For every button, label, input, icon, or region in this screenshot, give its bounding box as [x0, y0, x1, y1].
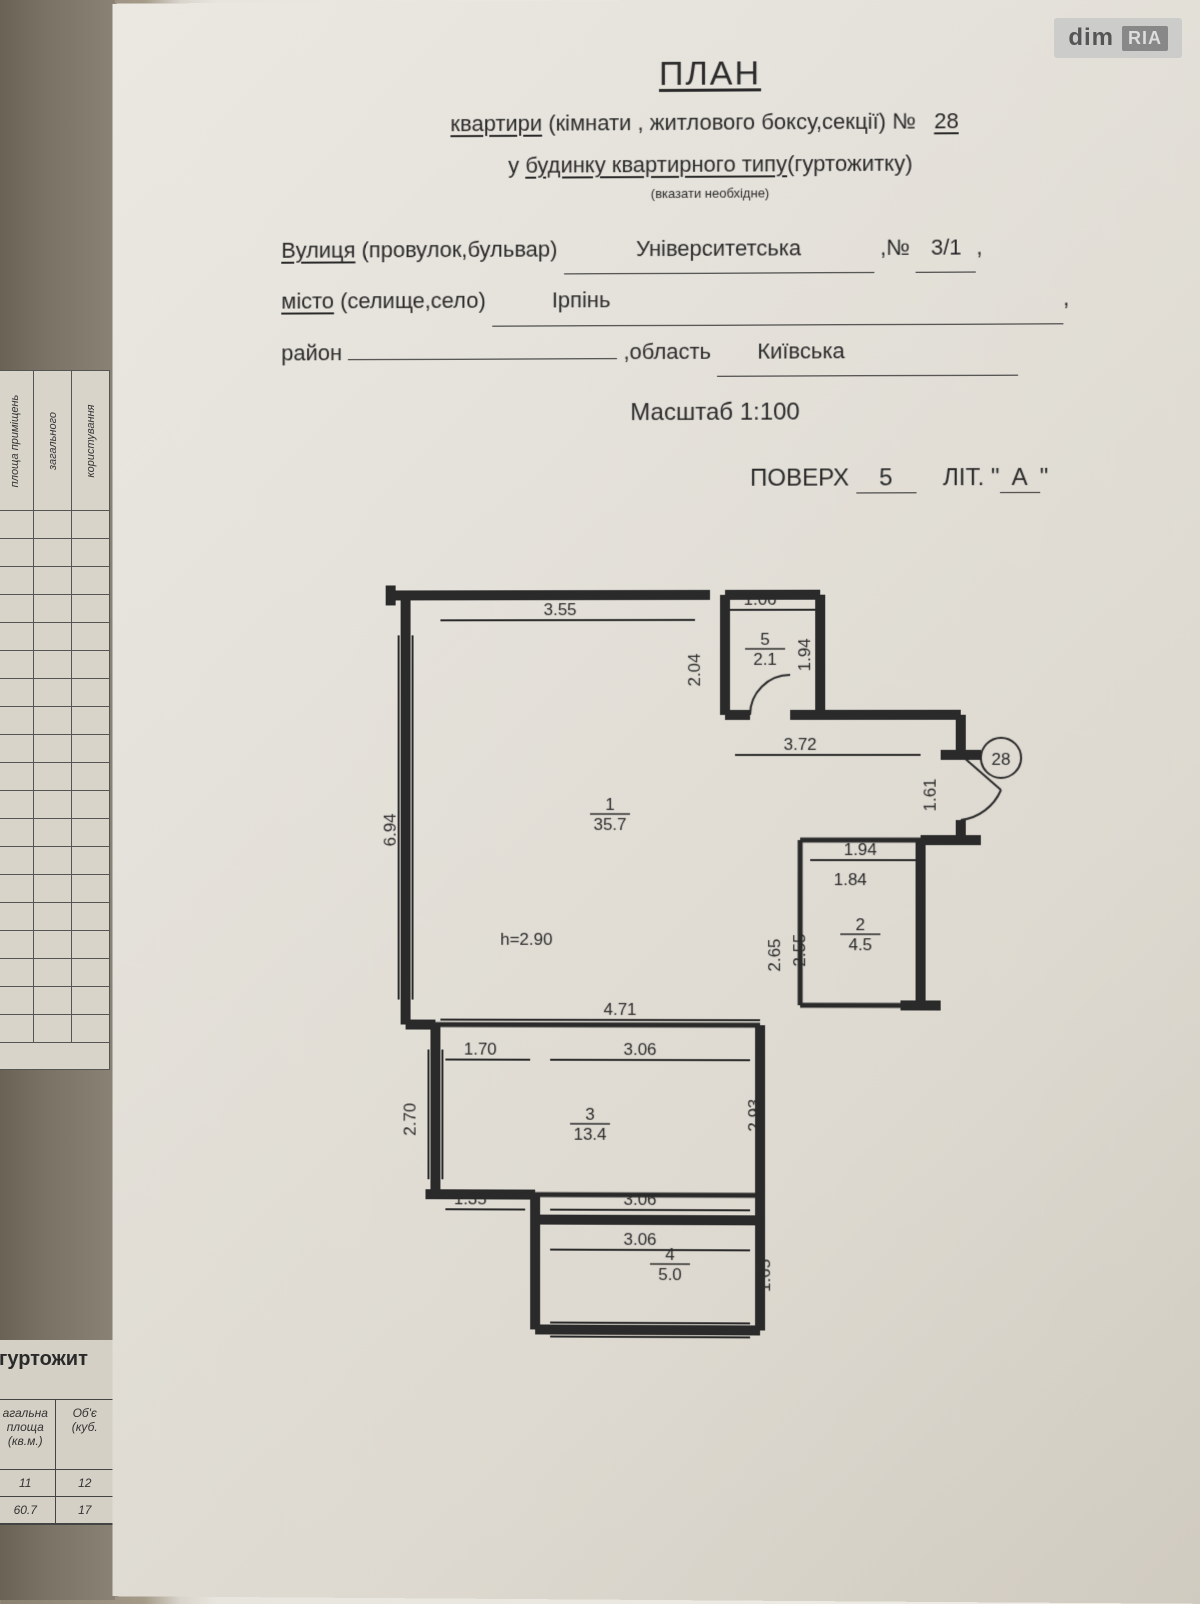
- left-col-1: площа приміщень: [9, 394, 21, 487]
- lit-value: А: [999, 464, 1039, 493]
- city-label-a: місто: [281, 289, 334, 314]
- dimension-label: 1.65: [755, 1259, 774, 1292]
- left-table-row: [0, 875, 109, 903]
- room-id: 1: [605, 795, 614, 814]
- apt-number: 28: [922, 108, 971, 133]
- street-no-label: №: [886, 235, 910, 260]
- watermark-text: dim: [1068, 24, 1114, 52]
- district-value: [348, 358, 617, 360]
- room-area: 35.7: [594, 815, 627, 834]
- dimension-label: 1.70: [464, 1040, 497, 1059]
- left-table-row: [0, 791, 109, 819]
- city-value: Ірпінь: [492, 275, 1063, 327]
- city-label-b: (селище,село): [334, 288, 486, 314]
- dimension-label: 4.71: [604, 1000, 637, 1019]
- dimension-label: 2.04: [685, 653, 704, 686]
- left-table-row: [0, 987, 109, 1015]
- left-table-row: [0, 847, 109, 875]
- address-block: Вулиця (провулок,бульвар) Університетськ…: [281, 223, 1152, 442]
- main-title: ПЛАН: [261, 52, 1162, 97]
- apt-marker: 28: [991, 750, 1010, 769]
- document-paper: ПЛАН квартири (кімнати , житлового боксу…: [113, 0, 1200, 1604]
- region-label: область: [630, 339, 711, 364]
- dimension-label: 3.06: [623, 1230, 656, 1249]
- left-table-row: [0, 903, 109, 931]
- floorplan: 28 h=2.90 135.7 24.5 313.4 45.0 52.1 3.55 1.0…: [341, 559, 1082, 1372]
- left-col-3: користування: [85, 404, 97, 477]
- dimension-label: 3.06: [623, 1040, 656, 1059]
- frag-h1: агальна площа (кв.м.): [0, 1400, 56, 1469]
- left-table-row: [0, 595, 109, 623]
- scale-text: Масштаб 1:100: [281, 385, 1152, 441]
- subtitle-a: квартири: [450, 111, 542, 137]
- room-id: 5: [760, 630, 769, 649]
- dimension-label: 1.84: [834, 870, 867, 889]
- dimension-label: 3.55: [544, 600, 577, 619]
- street-value: Університетська: [564, 224, 874, 275]
- street-no: 3/1: [916, 223, 976, 273]
- left-table-row: [0, 707, 109, 735]
- frag-r2c2: 17: [56, 1497, 115, 1523]
- dimension-label: 1.35: [454, 1189, 487, 1208]
- left-table-row: [0, 623, 109, 651]
- dimension-label: 2.65: [765, 939, 784, 972]
- dimension-label: 1.94: [795, 638, 814, 671]
- left-table-row: [0, 735, 109, 763]
- title-block: ПЛАН квартири (кімнати , житлового боксу…: [261, 52, 1162, 203]
- line2-b: будинку квартирного типу: [525, 151, 787, 177]
- left-table-row: [0, 511, 109, 539]
- dimension-label: 3.06: [623, 1190, 656, 1209]
- dimension-label: 3.72: [784, 735, 817, 754]
- floor-value: 5: [856, 464, 916, 493]
- left-table-row: [0, 651, 109, 679]
- left-table-row: [0, 959, 109, 987]
- floor-label: ПОВЕРХ: [750, 464, 849, 491]
- watermark: dim RIA: [1054, 18, 1182, 58]
- room-area: 2.1: [753, 650, 777, 669]
- street-label-b: (провулок,бульвар): [355, 236, 557, 262]
- room-id: 3: [585, 1105, 594, 1124]
- lit-label: ЛІТ. ": [943, 464, 1000, 491]
- dimension-label: 1.06: [744, 590, 777, 609]
- watermark-icon: RIA: [1122, 26, 1168, 51]
- room-area: 4.5: [848, 935, 872, 954]
- left-table-row: [0, 567, 109, 595]
- ceiling-height: h=2.90: [500, 930, 552, 949]
- dimension-label: 2.93: [745, 1099, 764, 1132]
- left-table-row: [0, 763, 109, 791]
- dimension-label: 1.94: [844, 840, 877, 859]
- left-side-table: площа приміщень загального користування: [0, 370, 110, 1070]
- street-label-a: Вулиця: [281, 237, 355, 262]
- room-id: 2: [856, 915, 865, 934]
- left-table-row: [0, 819, 109, 847]
- region-value: Київська: [717, 326, 1018, 377]
- room-id: 4: [665, 1245, 674, 1264]
- left-col-2: загального: [47, 412, 59, 470]
- district-label: район: [281, 340, 342, 365]
- floor-line: ПОВЕРХ 5 ЛІТ. "А": [750, 464, 1048, 494]
- room-area: 5.0: [658, 1265, 682, 1284]
- left-table-row: [0, 1015, 109, 1043]
- dimension-label: 2.55: [790, 934, 809, 967]
- subtitle-b: (кімнати , житлового боксу,секції) №: [542, 108, 922, 135]
- frag-r1c2: 12: [56, 1470, 115, 1496]
- left-table-row: [0, 931, 109, 959]
- dimension-label: 1.61: [921, 778, 940, 811]
- frag-r2c1: 60.7: [0, 1497, 56, 1523]
- dimension-label: 6.94: [381, 813, 400, 846]
- line2-a: у: [508, 153, 525, 178]
- left-table-row: [0, 539, 109, 567]
- lit-close: ": [1040, 464, 1049, 491]
- fragment-title: гуртожит: [0, 1340, 115, 1379]
- dimension-label: 2.70: [401, 1103, 420, 1136]
- room-area: 13.4: [574, 1125, 607, 1144]
- frag-h2: Об'є (куб.: [56, 1400, 115, 1469]
- line2-c: (гуртожитку): [787, 150, 912, 176]
- frag-r1c1: 11: [0, 1470, 56, 1496]
- left-table-row: [0, 679, 109, 707]
- bottom-table-fragment: гуртожит агальна площа (кв.м.) Об'є (куб…: [0, 1340, 115, 1525]
